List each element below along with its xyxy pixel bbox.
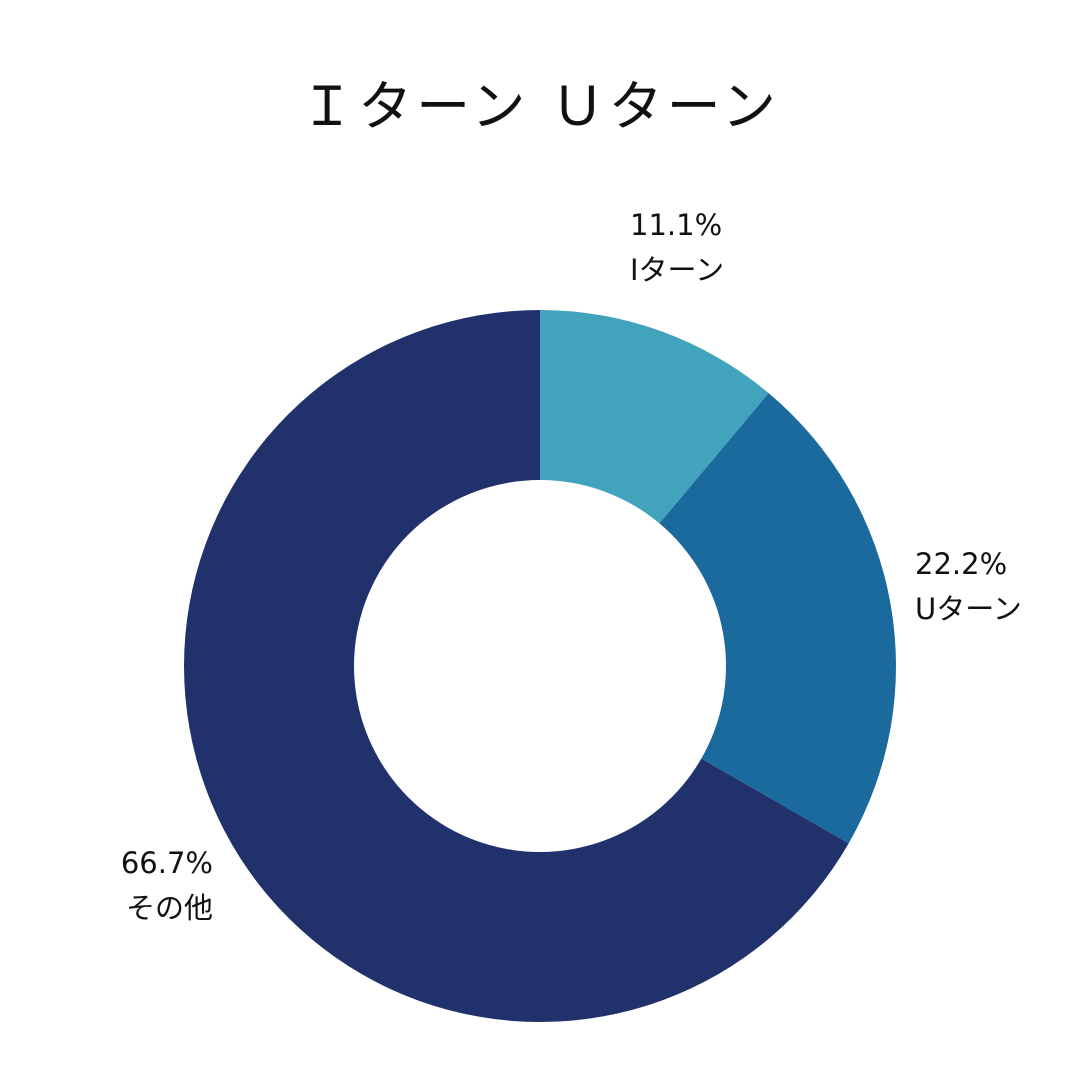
slice-category-label: Uターン: [915, 592, 1022, 626]
slice-value-label: 11.1%: [630, 208, 722, 242]
slice-value-label: 22.2%: [915, 547, 1007, 581]
slice-1: [659, 393, 897, 844]
slice-0: [540, 310, 769, 524]
slice-2: [184, 310, 849, 1022]
slice-value-label: 66.7%: [121, 846, 213, 880]
chart-title: Ｉターン Ｕターン: [300, 75, 780, 138]
slice-category-label: その他: [126, 891, 213, 925]
slice-category-label: Iターン: [630, 253, 724, 287]
